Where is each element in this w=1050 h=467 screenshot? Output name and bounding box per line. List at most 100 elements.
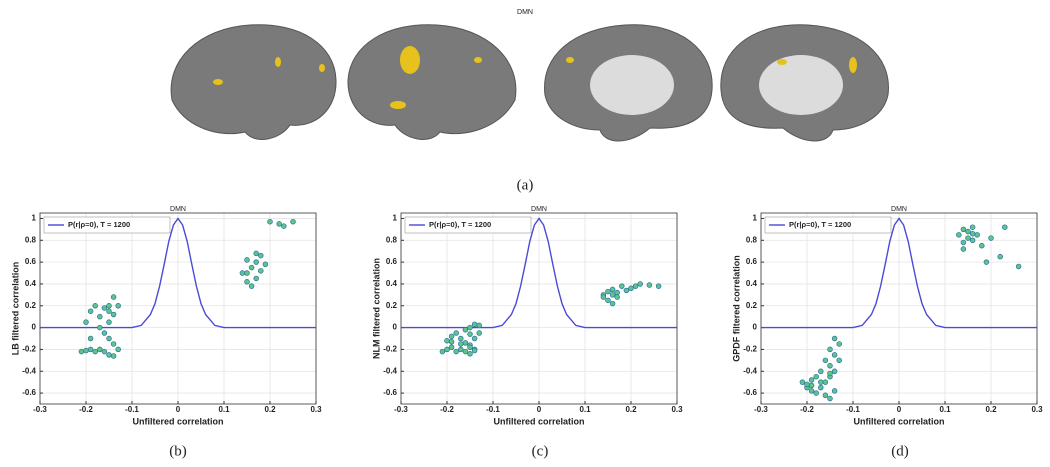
line [40, 217, 316, 329]
point [605, 288, 611, 295]
caption: (b) [169, 443, 187, 459]
point [458, 346, 464, 353]
point [799, 379, 806, 385]
x-tick-label: -0.2 [440, 405, 454, 414]
point [988, 235, 994, 241]
x-tick-label: 0.1 [939, 405, 951, 414]
x-tick-label: -0.1 [846, 405, 860, 414]
point [804, 381, 810, 388]
point [619, 283, 625, 289]
blob [213, 79, 223, 85]
brain-views [170, 24, 889, 142]
point [960, 246, 967, 252]
y-tick-label: 1 [393, 214, 398, 223]
x-tick-label: -0.1 [486, 405, 500, 414]
y-tick-label: 0.4 [746, 279, 758, 288]
point [467, 344, 473, 350]
legend-label: P(r|ρ=0), T = 1200 [429, 220, 491, 229]
caption: (c) [532, 443, 549, 459]
point [836, 357, 842, 364]
point [974, 232, 980, 238]
point [822, 357, 829, 364]
point [818, 384, 824, 391]
x-tick-label: 0 [176, 405, 181, 414]
blob [777, 59, 787, 65]
y-tick-label: 1 [32, 214, 37, 223]
blob [849, 57, 857, 73]
point [600, 294, 607, 300]
point [83, 319, 89, 325]
point [637, 281, 643, 287]
point [458, 341, 464, 347]
blob [400, 46, 420, 74]
point [997, 253, 1003, 260]
point [827, 370, 833, 377]
x-tick-label: 0 [537, 405, 542, 414]
blob [390, 101, 406, 109]
point [83, 347, 89, 354]
x-tick-label: -0.3 [754, 405, 768, 414]
chart: -0.3 -0.2 -0.1 0 0.1 0.2 0.3 -0.6 -0.4 -0.2 0 0.2 0.… [731, 206, 1043, 427]
x-tick-label: 0 [897, 405, 902, 414]
chart: -0.3 -0.2 -0.1 0 0.1 0.2 0.3 -0.6 -0.4 -0.2 0 0.2 0.… [10, 206, 322, 427]
y-tick-label: 0.4 [386, 279, 398, 288]
point [462, 348, 469, 355]
point [467, 331, 473, 337]
y-tick-label: 0.6 [746, 257, 758, 266]
x-axis-label: Unfiltered correlation [853, 416, 944, 426]
point [831, 368, 838, 375]
point [87, 346, 94, 353]
point [110, 294, 117, 300]
legend-box [43, 216, 171, 234]
y-tick-label: -0.4 [383, 366, 397, 375]
point [476, 330, 482, 336]
point [471, 347, 478, 354]
point [101, 348, 108, 355]
point [831, 335, 838, 342]
point [248, 264, 255, 271]
chart-title: DMN [891, 206, 907, 213]
x-axis-label: Unfiltered correlation [493, 416, 584, 426]
point [827, 346, 833, 353]
point [813, 390, 819, 396]
y-tick-label: -0.4 [22, 366, 36, 375]
line [761, 217, 1037, 329]
point [106, 335, 112, 342]
blob [319, 64, 325, 72]
point [956, 232, 962, 238]
x-tick-label: 0.2 [264, 405, 276, 414]
legend: P(r|ρ=0), T = 1200 [764, 216, 892, 234]
point [614, 294, 620, 300]
plot-frame [760, 212, 1038, 405]
legend-box [404, 216, 532, 234]
point [462, 327, 469, 333]
activation-blobs [213, 46, 857, 109]
y-tick-label: 0.6 [25, 257, 37, 266]
legend: P(r|ρ=0), T = 1200 [404, 216, 532, 234]
y-tick-label: -0.6 [743, 388, 757, 397]
x-tick-label: -0.2 [800, 405, 814, 414]
caption: (d) [891, 443, 909, 459]
point [448, 344, 455, 350]
x-tick-label: -0.3 [394, 405, 408, 414]
point [969, 230, 976, 237]
point [822, 392, 829, 399]
chart: -0.3 -0.2 -0.1 0 0.1 0.2 0.3 -0.6 -0.4 -0.2 0 0.2 0.… [371, 206, 683, 427]
point [106, 303, 112, 309]
point [115, 346, 121, 353]
point [290, 218, 296, 225]
point [87, 335, 94, 342]
point [110, 341, 117, 347]
point [444, 346, 450, 353]
y-tick-label: 0.6 [386, 257, 398, 266]
blob [275, 57, 281, 67]
point [467, 324, 473, 331]
point [244, 257, 250, 263]
medial-wall [759, 55, 843, 115]
point [448, 339, 455, 345]
x-tick-label: 0.3 [671, 405, 683, 414]
y-tick-label: 0.8 [746, 235, 758, 244]
point [818, 368, 824, 375]
point [609, 286, 616, 293]
point [623, 287, 630, 294]
